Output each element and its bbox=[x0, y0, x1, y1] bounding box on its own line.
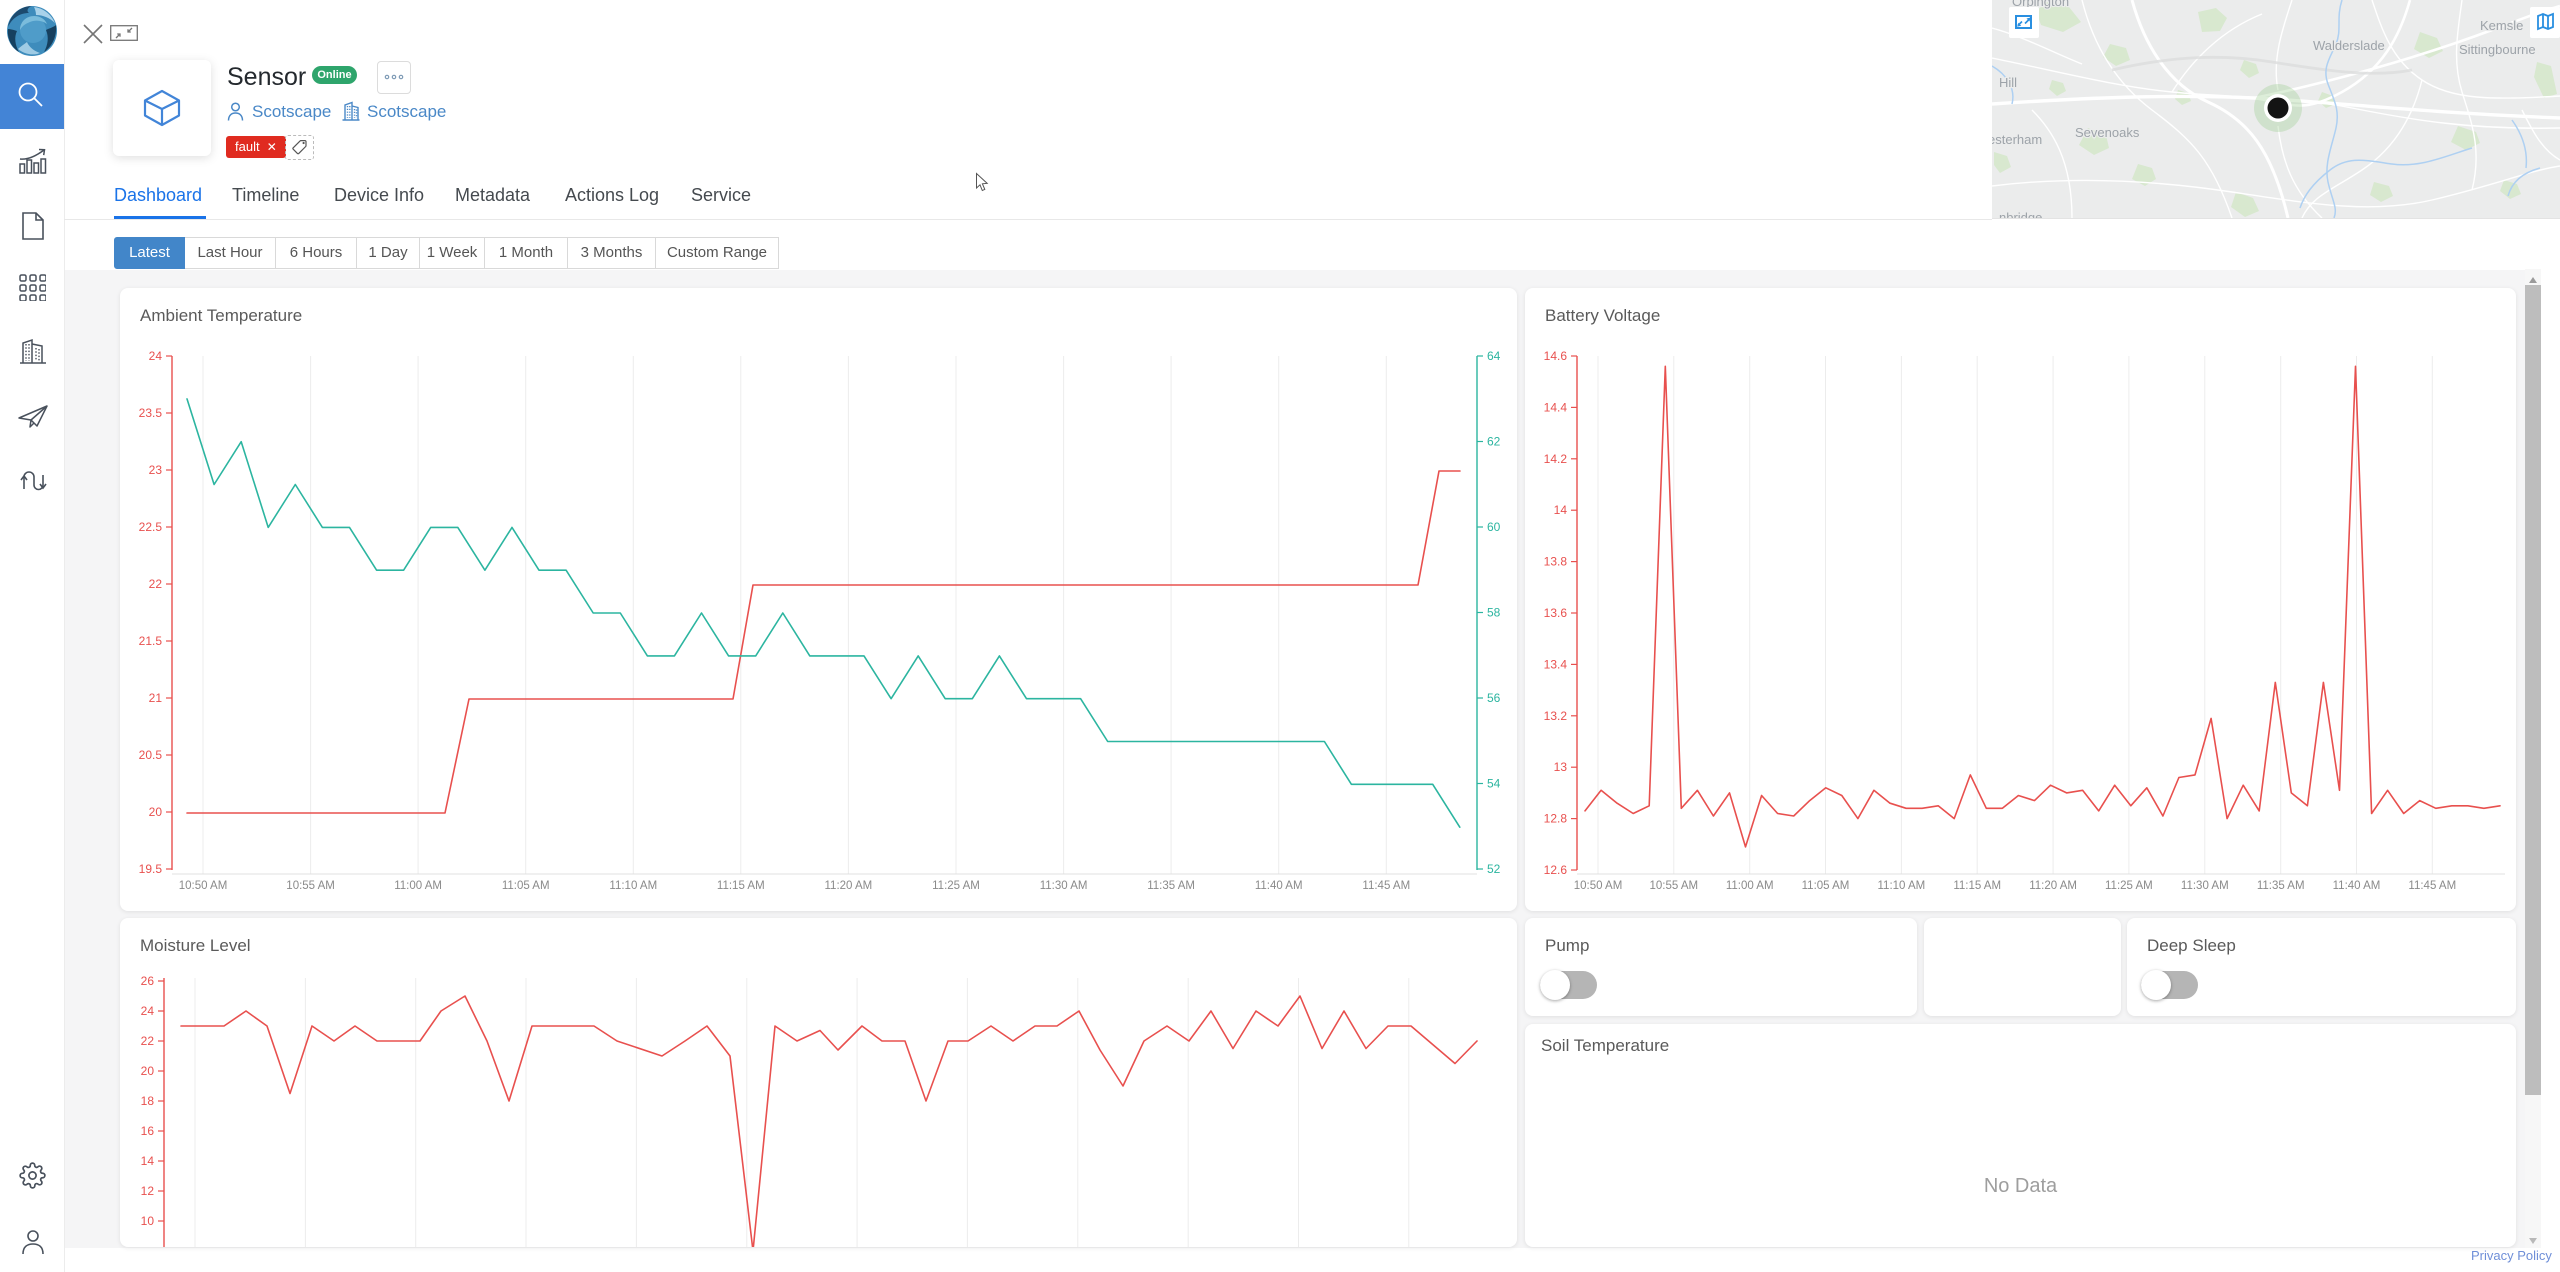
svg-text:11:30 AM: 11:30 AM bbox=[2181, 880, 2229, 892]
svg-text:11:35 AM: 11:35 AM bbox=[1147, 880, 1195, 892]
svg-text:54: 54 bbox=[1487, 777, 1501, 791]
svg-text:20: 20 bbox=[149, 805, 163, 819]
svg-text:14.4: 14.4 bbox=[1544, 400, 1568, 414]
svg-text:13.6: 13.6 bbox=[1544, 606, 1568, 620]
svg-text:62: 62 bbox=[1487, 435, 1501, 449]
svg-text:10:50 AM: 10:50 AM bbox=[179, 880, 228, 892]
svg-text:24: 24 bbox=[149, 349, 163, 363]
svg-text:21: 21 bbox=[149, 691, 163, 705]
svg-text:Hill: Hill bbox=[1999, 75, 2017, 90]
svg-text:11:25 AM: 11:25 AM bbox=[2105, 880, 2153, 892]
svg-text:Kemsle: Kemsle bbox=[2480, 18, 2523, 33]
svg-text:52: 52 bbox=[1487, 862, 1501, 876]
svg-text:Walderslade: Walderslade bbox=[2313, 38, 2385, 53]
svg-text:10:50 AM: 10:50 AM bbox=[1574, 880, 1623, 892]
svg-text:11:40 AM: 11:40 AM bbox=[1255, 880, 1303, 892]
svg-text:22: 22 bbox=[141, 1034, 155, 1048]
svg-text:24: 24 bbox=[141, 1004, 155, 1018]
svg-text:13: 13 bbox=[1554, 760, 1568, 774]
svg-text:11:20 AM: 11:20 AM bbox=[825, 880, 873, 892]
svg-text:11:10 AM: 11:10 AM bbox=[609, 880, 657, 892]
svg-text:10:55 AM: 10:55 AM bbox=[1650, 880, 1699, 892]
svg-text:14: 14 bbox=[1554, 503, 1568, 517]
svg-text:18: 18 bbox=[141, 1094, 155, 1108]
svg-text:60: 60 bbox=[1487, 520, 1501, 534]
svg-text:64: 64 bbox=[1487, 349, 1501, 363]
svg-text:11:40 AM: 11:40 AM bbox=[2333, 880, 2381, 892]
svg-text:20.5: 20.5 bbox=[139, 748, 163, 762]
svg-text:13.8: 13.8 bbox=[1544, 555, 1568, 569]
svg-text:11:00 AM: 11:00 AM bbox=[394, 880, 442, 892]
svg-text:22: 22 bbox=[149, 577, 163, 591]
svg-text:11:35 AM: 11:35 AM bbox=[2257, 880, 2305, 892]
svg-text:56: 56 bbox=[1487, 691, 1501, 705]
svg-text:13.2: 13.2 bbox=[1544, 709, 1568, 723]
svg-text:11:15 AM: 11:15 AM bbox=[717, 880, 765, 892]
svg-text:nbridge: nbridge bbox=[1999, 210, 2042, 218]
svg-text:14: 14 bbox=[141, 1154, 155, 1168]
svg-text:22.5: 22.5 bbox=[139, 520, 163, 534]
svg-text:11:05 AM: 11:05 AM bbox=[502, 880, 550, 892]
svg-text:11:15 AM: 11:15 AM bbox=[1953, 880, 2001, 892]
svg-text:11:45 AM: 11:45 AM bbox=[2408, 880, 2456, 892]
svg-text:16: 16 bbox=[141, 1124, 155, 1138]
svg-text:10:55 AM: 10:55 AM bbox=[286, 880, 335, 892]
svg-text:11:10 AM: 11:10 AM bbox=[1878, 880, 1926, 892]
svg-text:23.5: 23.5 bbox=[139, 406, 163, 420]
svg-text:Orpington: Orpington bbox=[2012, 0, 2069, 9]
svg-text:26: 26 bbox=[141, 974, 155, 988]
svg-text:13.4: 13.4 bbox=[1544, 657, 1568, 671]
svg-text:Sevenoaks: Sevenoaks bbox=[2075, 125, 2140, 140]
svg-text:10: 10 bbox=[141, 1214, 155, 1228]
svg-text:12.6: 12.6 bbox=[1544, 863, 1568, 877]
svg-text:19.5: 19.5 bbox=[139, 862, 163, 876]
svg-text:11:25 AM: 11:25 AM bbox=[932, 880, 980, 892]
svg-text:11:05 AM: 11:05 AM bbox=[1802, 880, 1850, 892]
svg-text:21.5: 21.5 bbox=[139, 634, 163, 648]
svg-text:12: 12 bbox=[141, 1184, 155, 1198]
svg-text:Sittingbourne: Sittingbourne bbox=[2459, 42, 2536, 57]
svg-text:23: 23 bbox=[149, 463, 163, 477]
svg-text:11:45 AM: 11:45 AM bbox=[1362, 880, 1410, 892]
svg-text:esterham: esterham bbox=[1992, 132, 2042, 147]
svg-text:58: 58 bbox=[1487, 606, 1501, 620]
svg-text:12.8: 12.8 bbox=[1544, 812, 1568, 826]
svg-text:11:20 AM: 11:20 AM bbox=[2029, 880, 2077, 892]
svg-text:14.2: 14.2 bbox=[1544, 452, 1568, 466]
svg-text:11:00 AM: 11:00 AM bbox=[1726, 880, 1774, 892]
svg-text:11:30 AM: 11:30 AM bbox=[1040, 880, 1088, 892]
svg-text:20: 20 bbox=[141, 1064, 155, 1078]
svg-text:14.6: 14.6 bbox=[1544, 349, 1568, 363]
